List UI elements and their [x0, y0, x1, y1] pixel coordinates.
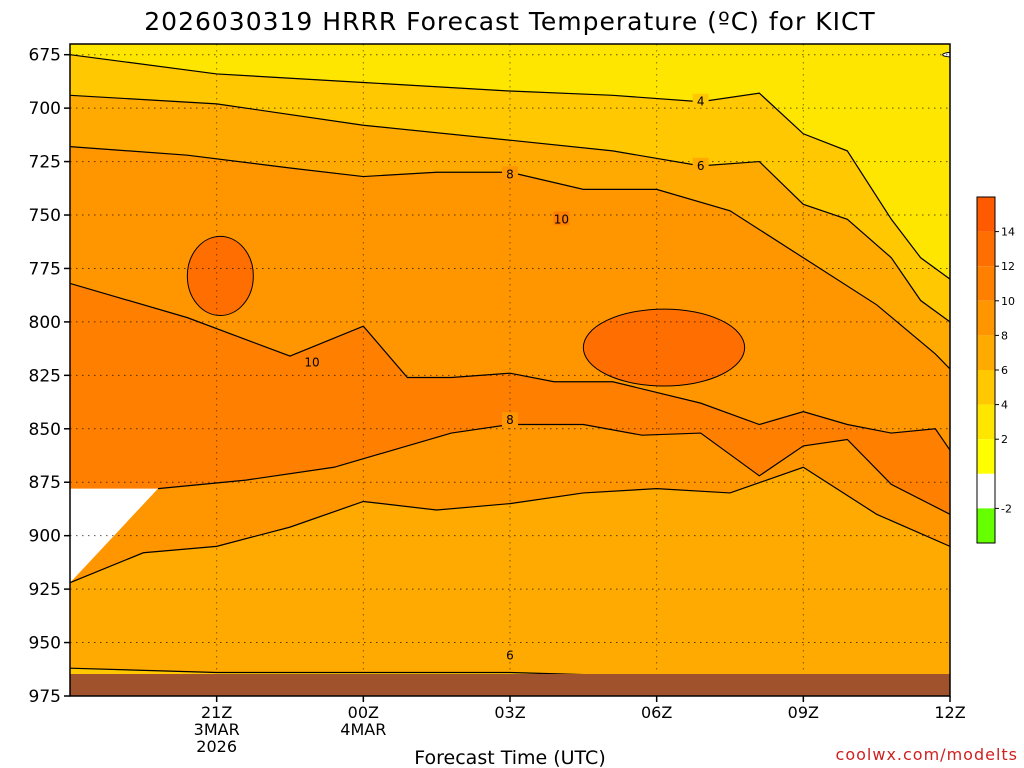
x-tick-label: 3MAR: [194, 720, 240, 739]
contour-line: [70, 54, 950, 280]
temperature-fills: [70, 44, 950, 696]
colorbar-tick-label: 2: [1001, 433, 1008, 446]
temperature-cell: [186, 235, 254, 316]
temperature-band: [70, 44, 950, 280]
contour-line: [70, 282, 950, 452]
temperature-band: [70, 95, 950, 369]
x-tick-label: 09Z: [788, 703, 819, 722]
x-tick-label: 12Z: [934, 703, 965, 722]
x-axis-label: Forecast Time (UTC): [414, 747, 605, 768]
contour-label-group: 4: [692, 93, 709, 109]
contour-label: 8: [506, 167, 514, 181]
contour-label-group: 6: [502, 647, 518, 662]
y-tick-label: 875: [29, 473, 61, 493]
contour-label: 10: [554, 212, 569, 226]
colorbar-swatch: [977, 473, 995, 509]
colorbar-swatch: [977, 404, 995, 440]
temperature-band: [70, 467, 950, 686]
contour-line: [70, 466, 950, 584]
x-tick-label: 03Z: [494, 703, 525, 722]
grid-lines: [70, 44, 950, 696]
y-tick-label: 825: [29, 366, 61, 386]
y-tick-label: 800: [29, 313, 61, 333]
contour-label: 10: [304, 356, 319, 370]
contour-label-group: 6: [692, 157, 709, 173]
y-tick-label: 700: [29, 99, 61, 119]
contour-line: [157, 423, 950, 516]
chart-title: 2026030319 HRRR Forecast Temperature (ºC…: [144, 7, 875, 36]
contour-label-group: 10: [553, 211, 570, 226]
colorbar-swatch: [977, 335, 995, 370]
colorbar-swatch: [977, 300, 995, 336]
x-tick-label: 2026: [196, 737, 237, 756]
contour-label-group: 10: [304, 354, 320, 370]
y-tick-label: 975: [29, 687, 61, 707]
colorbar-tick-label: 6: [1001, 364, 1008, 377]
contour-label-bg: [553, 211, 570, 226]
temperature-cell: [582, 308, 746, 387]
colorbar: 14 12 10 8 6 4 2 -2: [976, 196, 1015, 544]
contour-label-bg: [692, 157, 709, 172]
contour-label-bg: [502, 412, 518, 427]
temperature-band: [70, 424, 950, 596]
y-tick-label: 950: [29, 634, 61, 654]
colorbar-tick-label: 4: [1001, 399, 1008, 412]
plot-area: 4 6 8 10 10 8 6: [70, 44, 950, 696]
contour-labels: 4 6 8 10 10 8 6: [304, 93, 709, 662]
colorbar-swatch: [977, 266, 995, 301]
contour-label: 8: [506, 413, 514, 427]
y-tick-label: 900: [29, 527, 61, 547]
y-tick-label: 750: [29, 206, 61, 226]
x-tick-label: 21Z: [201, 703, 232, 722]
y-tick-label: 925: [29, 580, 61, 600]
colorbar-swatch: [977, 231, 995, 267]
colorbar-tick-label: 10: [1001, 295, 1015, 308]
contour-label-bg: [692, 93, 709, 108]
y-axis: 675 700 725 750 775 800 825 850 875 900 925 950 975: [29, 46, 70, 707]
colorbar-swatch: [977, 370, 995, 405]
colorbar-swatch: [977, 197, 995, 232]
contour-label-bg: [304, 354, 320, 369]
temperature-band: [70, 54, 950, 322]
colorbar-tick-label: 14: [1001, 226, 1015, 239]
colorbar-swatch: [977, 439, 995, 474]
contour-label-group: 8: [502, 166, 518, 181]
y-tick-label: 775: [29, 259, 61, 279]
x-tick-label: 4MAR: [340, 720, 386, 739]
y-tick-label: 850: [29, 420, 61, 440]
y-tick-label: 675: [29, 46, 61, 66]
contour-label: 4: [697, 95, 705, 109]
colorbar-tick-label: -2: [1001, 502, 1012, 515]
contour-label-group: 8: [502, 412, 518, 427]
colorbar-swatch: [977, 508, 995, 543]
colorbar-tick-label: 8: [1001, 329, 1008, 342]
contour-label-bg: [502, 166, 518, 181]
contour-label: 6: [697, 159, 705, 173]
contour-label-bg: [502, 647, 518, 662]
contour-label: 6: [506, 648, 514, 662]
colorbar-tick-label: 12: [1001, 260, 1015, 273]
temperature-band: [70, 146, 950, 451]
x-tick-label: 00Z: [348, 703, 379, 722]
ground-layer: [70, 674, 950, 696]
contour-line: [70, 146, 950, 370]
x-tick-label: 06Z: [641, 703, 672, 722]
y-tick-label: 725: [29, 153, 61, 173]
contour-line: [70, 94, 950, 323]
credit-text: coolwx.com/modelts: [836, 745, 1018, 764]
